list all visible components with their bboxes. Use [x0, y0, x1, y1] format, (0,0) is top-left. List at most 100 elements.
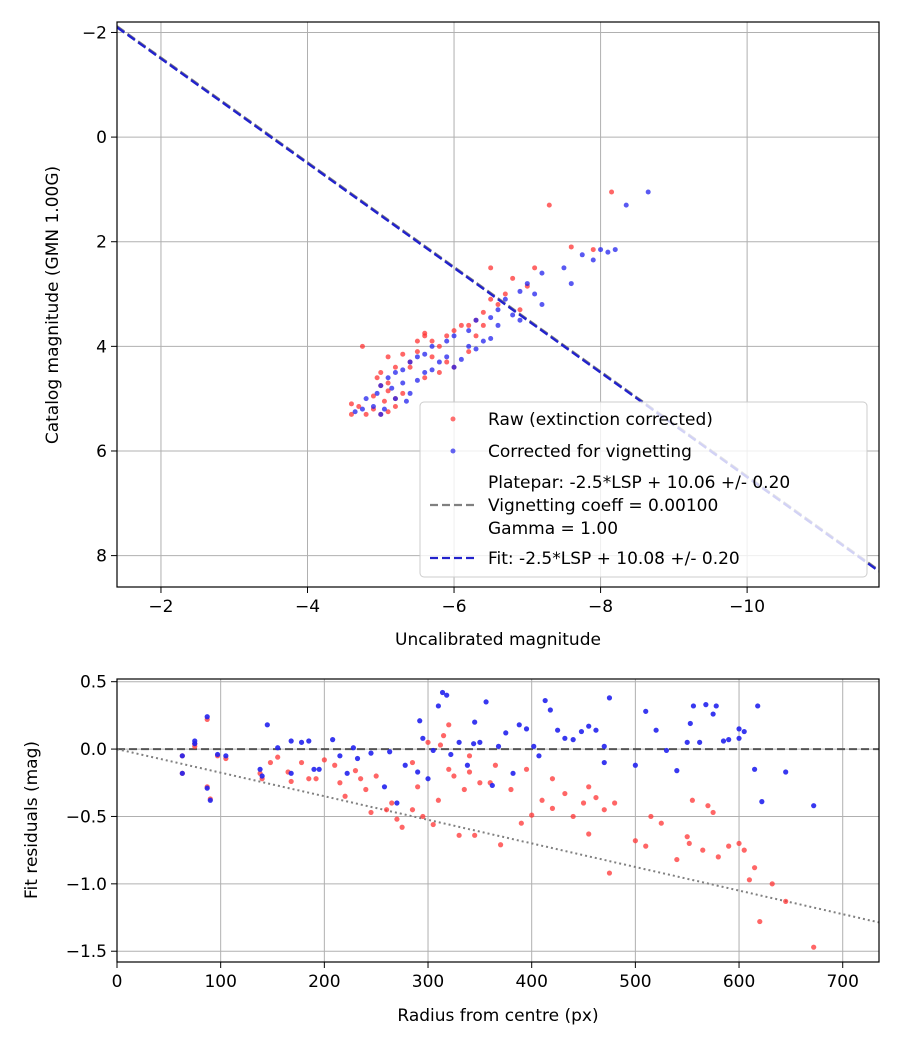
- data-point: [686, 840, 692, 847]
- legend-raw-marker: [450, 416, 456, 422]
- data-point: [444, 354, 450, 360]
- data-point: [402, 762, 408, 768]
- data-point: [370, 393, 376, 399]
- data-point: [769, 881, 775, 887]
- y-tick-label: 0.5: [80, 673, 107, 693]
- data-point: [532, 265, 538, 271]
- data-point: [510, 312, 516, 318]
- residuals-chart: 0 100 200 300 400 500 600 700 0.5 0.0 −0.5 −1.0 −1.…: [22, 673, 880, 1026]
- data-point: [409, 759, 416, 766]
- x-tick-label: 300: [412, 972, 444, 992]
- data-point: [606, 870, 613, 876]
- data-point: [643, 708, 649, 714]
- data-point: [422, 351, 428, 357]
- raw-points: [348, 189, 615, 417]
- data-point: [373, 773, 379, 779]
- corrected-residual-points: [179, 689, 817, 809]
- data-point: [356, 404, 362, 410]
- data-point: [590, 247, 596, 253]
- legend-platepar-line-3: Gamma = 1.00: [488, 519, 618, 539]
- data-point: [354, 755, 361, 762]
- data-point: [579, 252, 585, 258]
- data-point: [568, 281, 574, 287]
- data-point: [710, 809, 716, 816]
- data-point: [392, 370, 398, 376]
- data-point: [444, 338, 450, 344]
- data-point: [517, 317, 523, 323]
- legend-fit-label: Fit: -2.5*LSP + 10.08 +/- 0.20: [488, 549, 740, 569]
- data-point: [751, 865, 758, 871]
- data-point: [720, 738, 727, 744]
- data-point: [368, 809, 374, 816]
- data-point: [471, 741, 477, 747]
- data-point: [466, 322, 472, 328]
- data-point: [400, 380, 406, 386]
- data-point: [385, 354, 391, 360]
- data-point: [502, 291, 508, 297]
- data-point: [736, 726, 742, 732]
- data-point: [531, 743, 537, 749]
- y-tick-label: 2: [96, 233, 107, 253]
- data-point: [811, 944, 817, 950]
- x-tick-label: −4: [295, 597, 320, 617]
- data-point: [510, 275, 516, 281]
- data-point: [473, 317, 479, 323]
- data-point: [741, 728, 747, 735]
- data-point: [549, 776, 556, 782]
- data-point: [429, 338, 435, 344]
- data-point: [363, 396, 369, 402]
- data-point: [420, 735, 426, 741]
- x-tick-label: 500: [619, 972, 651, 992]
- data-point: [466, 769, 473, 775]
- data-point: [430, 821, 436, 828]
- data-point: [267, 759, 274, 766]
- data-point: [264, 722, 270, 728]
- data-point: [497, 842, 504, 848]
- data-point: [378, 370, 384, 376]
- data-point: [601, 743, 607, 749]
- data-point: [350, 745, 356, 751]
- data-point: [446, 722, 452, 728]
- data-point: [755, 703, 761, 709]
- data-point: [440, 733, 447, 739]
- data-point: [389, 800, 395, 806]
- data-point: [214, 751, 221, 758]
- data-point: [549, 805, 556, 811]
- legend-box: [419, 401, 868, 578]
- data-point: [392, 404, 398, 410]
- data-point: [663, 747, 670, 754]
- data-point: [542, 697, 548, 704]
- data-point: [483, 699, 489, 705]
- data-point: [759, 799, 765, 805]
- data-point: [414, 377, 420, 383]
- data-point: [321, 757, 327, 763]
- data-point: [456, 739, 462, 745]
- data-point: [414, 349, 420, 355]
- data-point: [288, 778, 294, 785]
- data-point: [632, 762, 638, 768]
- data-point: [461, 786, 467, 793]
- data-point: [259, 773, 265, 779]
- data-point: [407, 364, 413, 370]
- data-point: [448, 751, 454, 758]
- data-point: [444, 333, 450, 339]
- data-point: [436, 343, 442, 349]
- data-point: [751, 766, 758, 772]
- data-point: [363, 411, 369, 417]
- data-point: [414, 354, 420, 360]
- data-point: [687, 720, 693, 727]
- data-point: [658, 820, 664, 826]
- data-point: [472, 832, 478, 838]
- data-point: [385, 375, 391, 381]
- data-point: [601, 807, 607, 813]
- top-plot-frame: [116, 21, 880, 588]
- data-point: [330, 737, 336, 743]
- data-point: [392, 364, 398, 370]
- raw-residual-points: [179, 716, 817, 950]
- magnitude-calibration-chart: −2 −4 −6 −8 −10 −2 0 2 4 6 8 Uncalibrated magnitu…: [43, 21, 880, 650]
- data-point: [313, 776, 319, 782]
- data-point: [337, 753, 343, 759]
- data-point: [523, 766, 530, 772]
- data-point: [674, 768, 680, 774]
